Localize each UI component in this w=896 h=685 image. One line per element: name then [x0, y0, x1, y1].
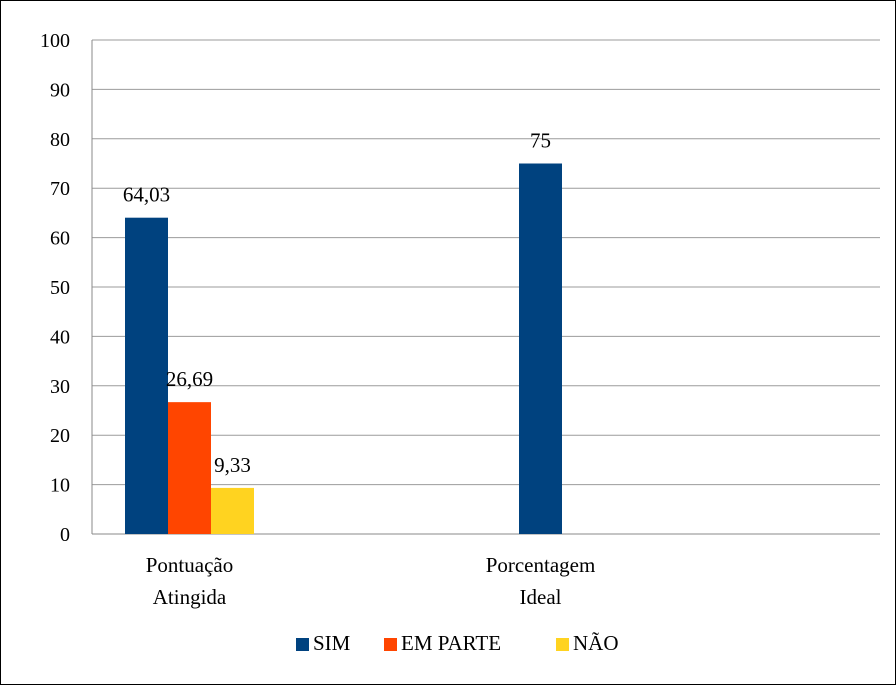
- x-category-label: Porcentagem: [486, 553, 596, 577]
- y-tick-label: 90: [50, 79, 70, 101]
- bar-n-o: [211, 487, 254, 534]
- data-label: 26,69: [166, 367, 213, 391]
- legend-swatch: [556, 638, 569, 651]
- y-tick-label: 80: [50, 129, 70, 151]
- y-tick-label: 70: [50, 178, 70, 200]
- legend-swatch: [384, 638, 397, 651]
- legend-swatch: [296, 638, 309, 651]
- legend-label: SIM: [313, 631, 351, 655]
- y-tick-label: 10: [50, 475, 70, 497]
- legend-label: EM PARTE: [401, 631, 501, 655]
- y-tick-label: 60: [50, 228, 70, 250]
- data-label: 64,03: [123, 183, 170, 207]
- data-label: 75: [530, 129, 551, 153]
- bar-sim: [125, 217, 168, 534]
- x-category-label: Ideal: [520, 585, 562, 609]
- y-tick-label: 0: [60, 524, 70, 546]
- data-label: 9,33: [214, 453, 251, 477]
- legend-label: NÃO: [573, 631, 619, 655]
- y-tick-label: 50: [50, 277, 70, 299]
- x-category-label: Atingida: [153, 585, 227, 609]
- bar-sim: [519, 163, 562, 534]
- y-tick-label: 40: [50, 326, 70, 348]
- x-category-label: Pontuação: [146, 553, 233, 577]
- bar-em-parte: [168, 402, 211, 534]
- y-tick-label: 30: [50, 376, 70, 398]
- y-tick-label: 100: [40, 30, 70, 52]
- y-tick-label: 20: [50, 425, 70, 447]
